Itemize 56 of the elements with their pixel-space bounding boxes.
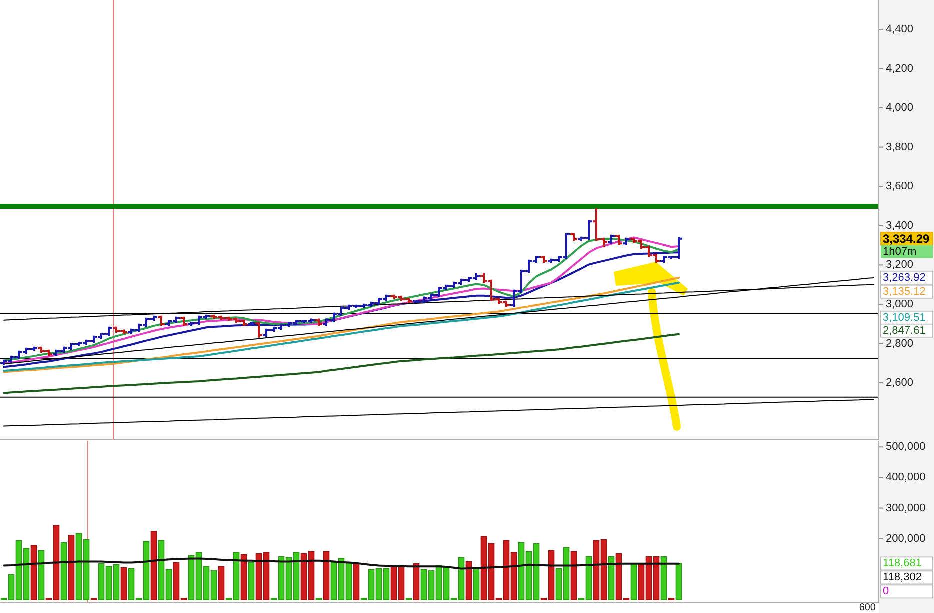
bar	[120, 567, 128, 600]
candlestick	[614, 234, 624, 246]
y-tick-label: 3,800	[886, 141, 914, 154]
y-tick-label: 200,000	[886, 532, 926, 545]
bar	[473, 568, 480, 600]
text: 600	[859, 602, 876, 613]
candlestick	[157, 314, 166, 328]
bar	[30, 545, 38, 600]
y-tick-label: 3,600	[886, 180, 914, 193]
bar	[676, 563, 682, 600]
bar	[413, 564, 420, 600]
y-tick-label: 4,200	[886, 62, 914, 75]
bar	[630, 564, 638, 600]
y-tick-label: 300,000	[886, 502, 926, 514]
bar	[240, 554, 248, 600]
candlestick	[180, 316, 188, 328]
line-series	[3, 558, 680, 570]
bar	[60, 542, 68, 600]
text: 118,681	[883, 558, 922, 570]
candlestick	[314, 318, 324, 328]
line-series	[4, 399, 874, 427]
y-tick-label: 3,400	[886, 220, 914, 232]
bar	[323, 551, 330, 600]
bar	[353, 564, 360, 600]
y-tick-label: 400,000	[886, 472, 926, 484]
y-tick-label: 3,000	[886, 298, 914, 310]
text: 3,135.12	[883, 286, 926, 298]
bar	[68, 535, 75, 600]
bar	[218, 566, 225, 600]
text: 3,263.92	[883, 272, 926, 284]
bar	[608, 556, 615, 600]
candlestick	[622, 236, 631, 246]
text: 118,302	[883, 572, 922, 584]
text: 1h07m	[883, 246, 917, 258]
candlestick	[247, 320, 256, 328]
y-tick-label: 2,600	[886, 377, 914, 390]
candlestick	[607, 234, 616, 245]
bar	[660, 556, 668, 600]
bar	[150, 531, 158, 600]
candlestick	[540, 254, 548, 264]
text: 3,334.29	[883, 232, 930, 246]
y-tick-label: 2,800	[886, 338, 914, 350]
y-tick-label: 4,400	[886, 23, 914, 36]
text: 0	[883, 586, 890, 598]
line-series	[4, 277, 874, 364]
y-tick-label: 500,000	[886, 441, 926, 454]
text: 2,847.61	[883, 324, 926, 337]
bar	[248, 562, 255, 600]
y-tick-label: 4,000	[886, 102, 914, 114]
candlestick	[570, 232, 578, 242]
line-series	[3, 333, 680, 394]
bar	[570, 551, 578, 600]
y-tick-label: 3,200	[886, 259, 914, 272]
bar	[38, 550, 45, 600]
bar	[466, 561, 472, 600]
text: 3,109.51	[883, 312, 926, 324]
